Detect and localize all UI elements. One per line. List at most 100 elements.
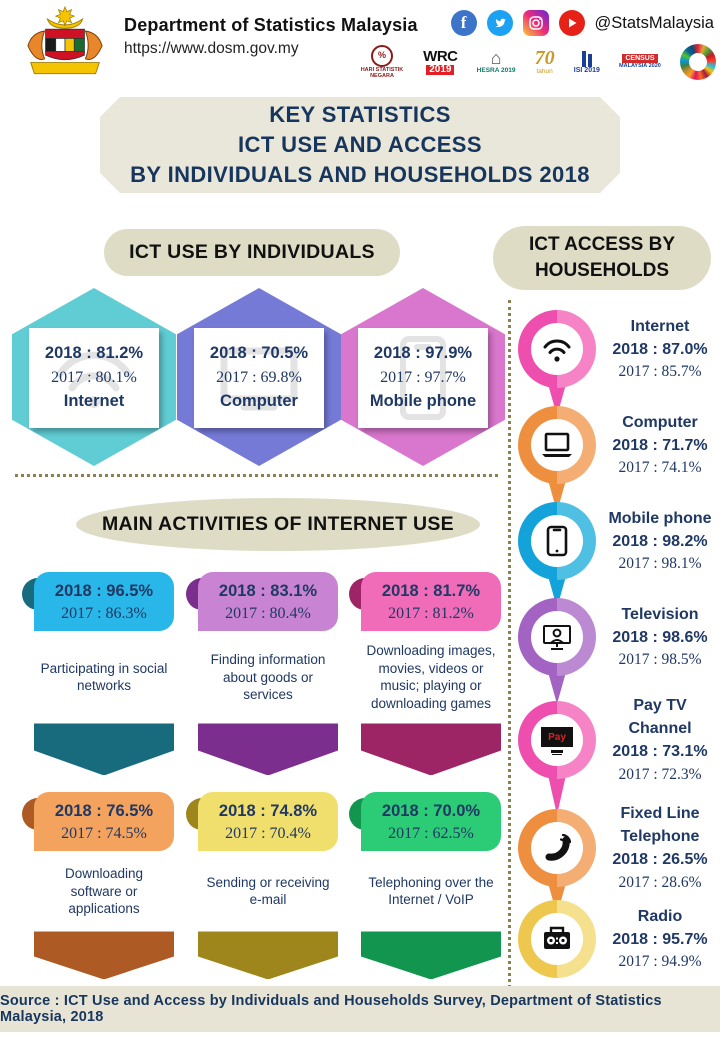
youtube-icon[interactable] [558, 10, 585, 36]
value-2017: 2017 : 85.7% [618, 362, 702, 380]
value-2018: 2018 : 76.5% [54, 802, 154, 820]
value-2017: 2017 : 81.2% [388, 605, 474, 623]
telephone-handset-icon [545, 833, 572, 861]
household-label: Internet [630, 317, 690, 335]
org-name: Department of Statistics Malaysia [124, 15, 418, 35]
title-line-2: ICT USE AND ACCESS [238, 132, 482, 157]
ribbon-tail [198, 723, 338, 776]
ribbon-tail [361, 931, 501, 980]
value-2018: 2018 : 70.0% [381, 802, 481, 820]
activity-label: Sending or receiving e-mail [198, 851, 338, 932]
households-sidebar: Internet 2018 : 87.0% 2017 : 85.7% Compu… [518, 302, 716, 992]
value-2017: 2017 : 97.7% [380, 369, 466, 387]
household-label: Television [621, 605, 699, 623]
main-title: KEY STATISTICS ICT USE AND ACCESS BY IND… [100, 97, 620, 193]
activity-card-finding-information: 2018 : 83.1% 2017 : 80.4% Finding inform… [186, 572, 338, 776]
heading-main-activities: MAIN ACTIVITIES OF INTERNET USE [76, 498, 480, 551]
event-logos-row: % HARI STATISTIK NEGARA WRC 2019 ⌂ HESRA… [360, 38, 716, 86]
value-2018: 2018 : 73.1% [612, 743, 708, 761]
hexagon-value-box: 2018 : 81.2% 2017 : 80.1% Internet [29, 328, 159, 428]
ribbon-tail [34, 723, 174, 776]
ribbon-tail [361, 723, 501, 776]
value-2017: 2017 : 80.1% [51, 369, 137, 387]
wifi-ghost-icon [56, 351, 132, 408]
activity-label: Finding information about goods or servi… [198, 631, 338, 724]
household-item-television: Television 2018 : 98.6% 2017 : 98.5% [518, 598, 716, 704]
hexagon-value-box: 2018 : 70.5% 2017 : 69.8% Computer [194, 328, 324, 428]
activity-card-social-networks: 2018 : 96.5% 2017 : 86.3% Participating … [22, 572, 174, 776]
ribbon-tail [34, 931, 174, 980]
value-2018: 2018 : 95.7% [612, 930, 708, 948]
value-2017: 2017 : 28.6% [618, 873, 702, 891]
value-2018: 2018 : 87.0% [612, 340, 708, 358]
heading-households-line2: HOUSEHOLDS [534, 260, 670, 281]
value-2017: 2017 : 69.8% [216, 369, 302, 387]
item-label: Computer [220, 391, 298, 410]
value-2017: 2017 : 62.5% [388, 825, 474, 843]
value-2017: 2017 : 98.5% [618, 650, 702, 668]
value-2018: 2018 : 70.5% [209, 344, 309, 363]
value-2017: 2017 : 80.4% [225, 605, 311, 623]
heading-ict-access-households: ICT ACCESS BY HOUSEHOLDS [493, 226, 711, 290]
social-handle[interactable]: @StatsMalaysia [594, 13, 714, 32]
value-2018: 2018 : 71.7% [612, 436, 708, 454]
horizontal-dotted-divider [15, 474, 498, 477]
hexagon-mobile-phone: 2018 : 97.9% 2017 : 97.7% Mobile phone [341, 288, 505, 466]
wifi-icon [543, 339, 571, 362]
activity-label: Downloading software or applications [34, 851, 174, 932]
wrc-2019-logo: WRC 2019 [423, 47, 458, 76]
household-label: Pay TV Channel [628, 697, 692, 738]
household-item-radio: Radio 2018 : 95.7% 2017 : 94.9% [518, 900, 716, 978]
value-2018: 2018 : 98.6% [612, 628, 708, 646]
laptop-icon [542, 432, 572, 457]
item-label: Internet [63, 391, 125, 410]
value-2017: 2017 : 98.1% [618, 554, 702, 572]
instagram-icon[interactable] [522, 10, 549, 36]
value-2018: 2018 : 97.9% [373, 344, 473, 363]
activity-label: Telephoning over the Internet / VoIP [361, 851, 501, 932]
household-label: Fixed Line Telephone [620, 805, 700, 846]
television-icon [543, 625, 571, 650]
census-2020-logo: CENSUS MALAYSIA 2020 [619, 53, 661, 70]
activity-label: Participating in social networks [34, 631, 174, 724]
hesra-2019-logo: ⌂ HESRA 2019 [476, 48, 516, 75]
value-2018: 2018 : 81.7% [381, 582, 481, 600]
isi-2019-logo: ISI 2019 [574, 49, 600, 74]
value-2017: 2017 : 72.3% [618, 765, 702, 783]
value-2018: 2018 : 74.8% [218, 802, 318, 820]
value-2017: 2017 : 70.4% [225, 825, 311, 843]
household-label: Mobile phone [608, 509, 712, 527]
hari-statistik-logo: % HARI STATISTIK NEGARA [360, 44, 404, 80]
70-tahun-logo: 70 tahun [534, 47, 555, 76]
household-label: Computer [622, 413, 698, 431]
mobile-phone-icon [546, 525, 568, 557]
household-item-mobile-phone: Mobile phone 2018 : 98.2% 2017 : 98.1% [518, 502, 716, 608]
social-bar: f @StatsMalaysia [450, 10, 714, 36]
smartphone-ghost-icon [400, 336, 446, 420]
vertical-dotted-divider [508, 300, 511, 988]
household-item-fixed-line: Fixed Line Telephone 2018 : 26.5% 2017 :… [518, 802, 716, 916]
value-2017: 2017 : 86.3% [61, 605, 147, 623]
activity-card-downloading-media: 2018 : 81.7% 2017 : 81.2% Downloading im… [349, 572, 501, 776]
ribbon-tail [198, 931, 338, 980]
malaysia-coat-of-arms [27, 5, 103, 75]
value-2017: 2017 : 74.5% [61, 825, 147, 843]
monitor-ghost-icon [220, 347, 298, 411]
activity-label: Downloading images, movies, videos or mu… [361, 631, 501, 724]
title-line-3: BY INDIVIDUALS AND HOUSEHOLDS 2018 [130, 162, 590, 187]
value-2018: 2018 : 81.2% [44, 344, 144, 363]
org-url[interactable]: https://www.dosm.gov.my [124, 40, 299, 57]
sdg-wheel-logo [680, 44, 716, 80]
activity-card-voip: 2018 : 70.0% 2017 : 62.5% Telephoning ov… [349, 792, 501, 980]
facebook-icon[interactable]: f [450, 10, 477, 36]
activity-card-email: 2018 : 74.8% 2017 : 70.4% Sending or rec… [186, 792, 338, 980]
heading-ict-use-individuals: ICT USE BY INDIVIDUALS [104, 229, 400, 276]
hexagon-internet: 2018 : 81.2% 2017 : 80.1% Internet [12, 288, 176, 466]
value-2018: 2018 : 96.5% [54, 582, 154, 600]
household-item-computer: Computer 2018 : 71.7% 2017 : 74.1% [518, 406, 716, 512]
radio-icon [544, 926, 570, 949]
item-label: Mobile phone [369, 391, 477, 410]
household-label: Radio [637, 907, 683, 925]
twitter-icon[interactable] [486, 10, 513, 36]
